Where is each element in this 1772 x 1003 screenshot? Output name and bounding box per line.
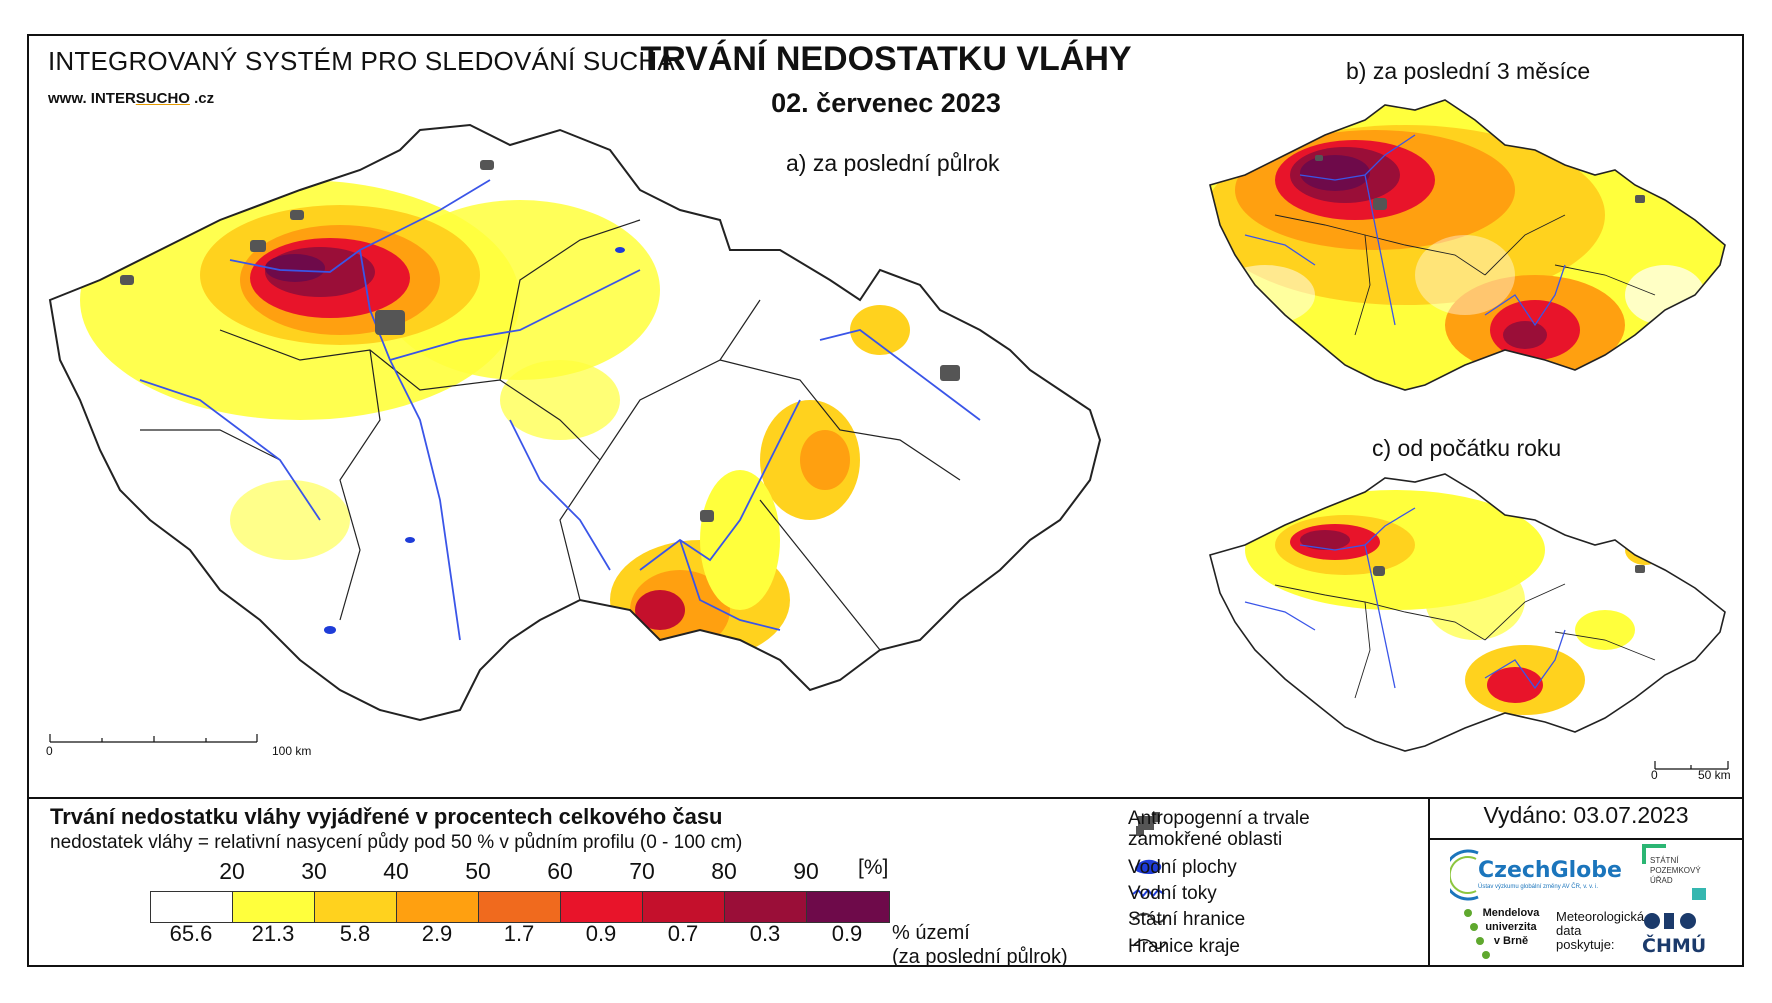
- area-percent: 21.3: [251, 921, 295, 946]
- area-percent-label-1: % území: [892, 922, 970, 944]
- legend-bin: [151, 892, 233, 922]
- map-title: TRVÁNÍ NEDOSTATKU VLÁHY: [640, 40, 1132, 78]
- meteo-line-3: poskytuje:: [1556, 937, 1615, 952]
- mendel-line-2: univerzita: [1485, 921, 1537, 933]
- symbol-icons: [1132, 812, 1167, 949]
- legend-bin: [315, 892, 397, 922]
- threshold-label: 30: [301, 858, 327, 884]
- czechglobe-subtitle: Ústav výzkumu globální změny AV ČR, v. v…: [1478, 884, 1599, 890]
- mendel-logo-dots: [1464, 909, 1490, 959]
- area-percent: 0.3: [749, 921, 781, 946]
- legend-region-border: Hranice kraje: [1128, 936, 1240, 957]
- mendel-line-1: Mendelova: [1482, 907, 1540, 919]
- spu-logo-text: STÁTNÍ POZEMKOVÝ ÚŘAD: [1650, 856, 1701, 886]
- map-date: 02. červenec 2023: [771, 88, 1001, 118]
- czechglobe-name: CzechGlobe: [1478, 858, 1622, 883]
- scale-a-end: 100 km: [272, 744, 312, 758]
- legend-bin: [561, 892, 643, 922]
- meteo-credit: Meteorologická data poskytuje:: [1556, 910, 1644, 952]
- legend-state-border: Státní hranice: [1128, 909, 1246, 930]
- legend-bin: [807, 892, 889, 922]
- area-percent-label-2: (za poslední půlrok): [892, 946, 1068, 968]
- area-percent: 1.7: [503, 921, 535, 946]
- legend-water-bodies: Vodní plochy: [1128, 857, 1237, 878]
- legend-anthropogenic: Antropogenní a trvale zamokřené oblasti: [1128, 808, 1310, 850]
- state-border-icon: [1132, 912, 1167, 924]
- legend-bin: [643, 892, 725, 922]
- water-body-icon: [1135, 859, 1162, 874]
- area-percent: 2.9: [421, 921, 453, 946]
- scale-c-start: 0: [1651, 768, 1658, 782]
- spu-logo-mark: [1642, 844, 1666, 864]
- url-suffix: .cz: [189, 90, 215, 107]
- anthropogenic-icon: [1136, 812, 1160, 836]
- legend-rivers: Vodní toky: [1128, 883, 1217, 904]
- scale-bar-c: [1654, 761, 1729, 770]
- threshold-label: 50: [465, 858, 491, 884]
- url-brand: SUCHO: [135, 90, 190, 107]
- system-name: INTEGROVANÝ SYSTÉM PRO SLEDOVÁNÍ SUCHA: [48, 46, 675, 76]
- map-c: [1209, 473, 1726, 752]
- area-percent: 0.7: [667, 921, 699, 946]
- river-icon: [1132, 888, 1165, 898]
- issued-divider: [1428, 838, 1744, 840]
- threshold-label: 70: [629, 858, 655, 884]
- spu-line-2: POZEMKOVÝ: [1650, 866, 1701, 875]
- threshold-label: 40: [383, 858, 409, 884]
- website-url[interactable]: www. INTERSUCHO .cz: [48, 90, 214, 107]
- scale-c-end: 50 km: [1698, 768, 1731, 782]
- map-b: [1209, 99, 1726, 391]
- color-scale: [150, 891, 890, 923]
- area-percent: 5.8: [339, 921, 371, 946]
- area-percent-label: % území (za poslední půlrok): [892, 921, 1068, 969]
- spu-line-1: STÁTNÍ: [1650, 856, 1679, 865]
- legend-vertical-divider: [1428, 797, 1430, 967]
- spu-line-3: ÚŘAD: [1650, 876, 1673, 885]
- czechglobe-logo: [1450, 849, 1479, 901]
- url-prefix: www. INTER: [48, 90, 136, 107]
- threshold-label: 20: [219, 858, 245, 884]
- legend-subtitle: nedostatek vláhy = relativní nasycení pů…: [50, 832, 743, 853]
- region-border-icon: [1132, 939, 1167, 949]
- legend-bin: [479, 892, 561, 922]
- legend-bin: [725, 892, 807, 922]
- legend-title: Trvání nedostatku vláhy vyjádřené v proc…: [50, 804, 723, 829]
- mendel-line-3: v Brně: [1493, 935, 1529, 947]
- meteo-line-1: Meteorologická: [1556, 909, 1645, 924]
- spu-accent-mark: [1692, 888, 1706, 900]
- legend-bin: [233, 892, 315, 922]
- scale-a-start: 0: [46, 744, 53, 758]
- scale-bar-a: [49, 734, 258, 743]
- issued-date: Vydáno: 03.07.2023: [1483, 802, 1689, 828]
- legend-bin: [397, 892, 479, 922]
- legend-divider: [27, 797, 1744, 799]
- map-a: [48, 123, 1102, 722]
- threshold-label: 80: [711, 858, 737, 884]
- legend-anthropogenic-2: zamokřené oblasti: [1128, 829, 1283, 850]
- mendel-logo-text: Mendelova univerzita v Brně: [1476, 906, 1546, 948]
- legend-anthropogenic-1: Antropogenní a trvale: [1128, 808, 1310, 829]
- legend-unit: [%]: [858, 856, 889, 879]
- area-percent: 65.6: [169, 921, 213, 946]
- area-percent: 0.9: [831, 921, 863, 946]
- chmu-logo-mark: [1644, 913, 1696, 929]
- area-percent: 0.9: [585, 921, 617, 946]
- threshold-label: 60: [547, 858, 573, 884]
- threshold-label: 90: [793, 858, 819, 884]
- map-a-label: a) za poslední půlrok: [786, 150, 1000, 176]
- chmu-name: ČHMÚ: [1642, 935, 1707, 957]
- meteo-line-2: data: [1556, 923, 1582, 938]
- map-c-label: c) od počátku roku: [1372, 435, 1562, 461]
- map-frame: [27, 34, 1744, 967]
- map-b-label: b) za poslední 3 měsíce: [1346, 58, 1591, 84]
